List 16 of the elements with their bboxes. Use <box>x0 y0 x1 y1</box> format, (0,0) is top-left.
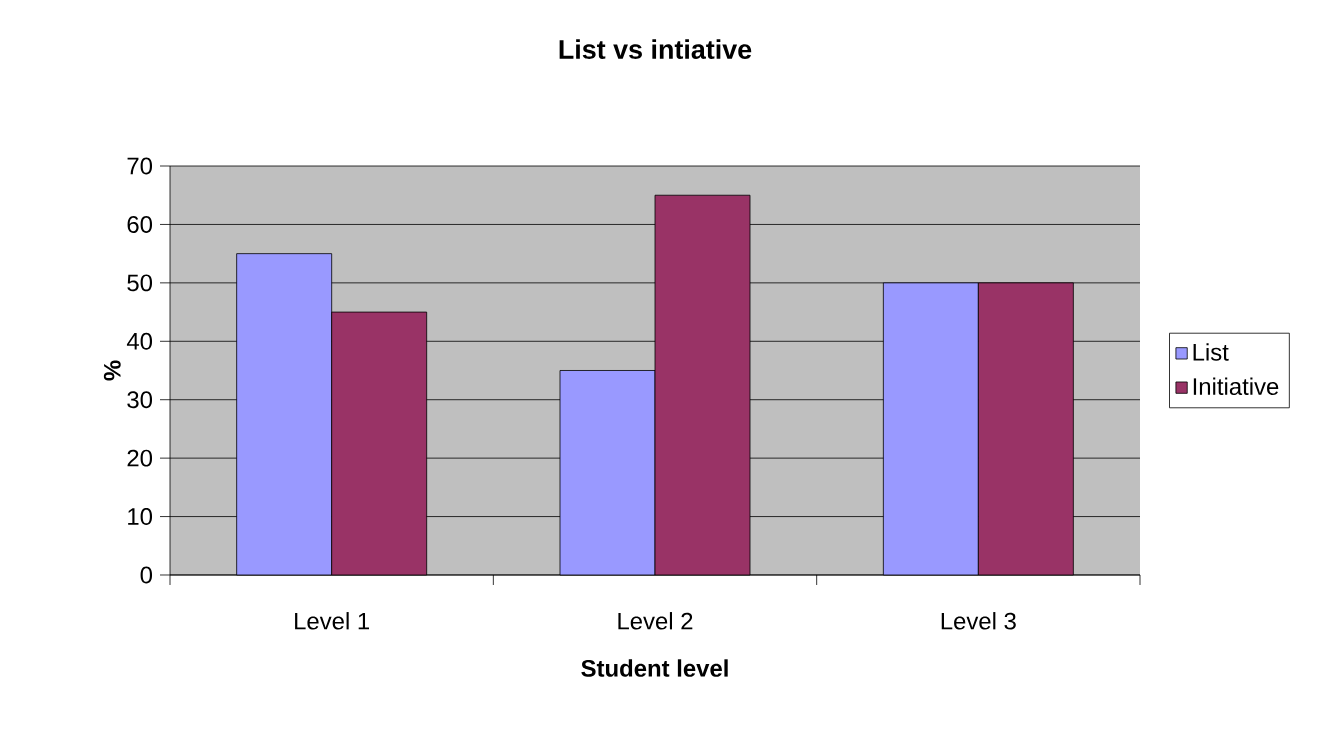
y-tick-label: 40 <box>126 332 153 350</box>
y-tick-label: 50 <box>127 274 153 292</box>
y-tick-label: 30 <box>127 391 153 409</box>
y-tick-label: 20 <box>127 449 153 467</box>
y-tick-label: 10 <box>128 508 153 526</box>
y-tick-label: 0 <box>140 566 153 584</box>
legend-label: Initiative <box>1193 377 1279 396</box>
x-tick-label: Level 3 <box>941 612 1016 630</box>
chart-title: List vs intiative <box>559 39 752 59</box>
y-tick-label: 60 <box>127 215 153 233</box>
x-axis-title: Student level <box>581 659 728 677</box>
x-tick-label: Level 2 <box>618 612 693 630</box>
y-tick-label: 70 <box>127 157 153 175</box>
legend-label: List <box>1193 343 1229 361</box>
y-axis-title: % <box>103 360 121 381</box>
x-tick-label: Level 1 <box>295 612 370 630</box>
